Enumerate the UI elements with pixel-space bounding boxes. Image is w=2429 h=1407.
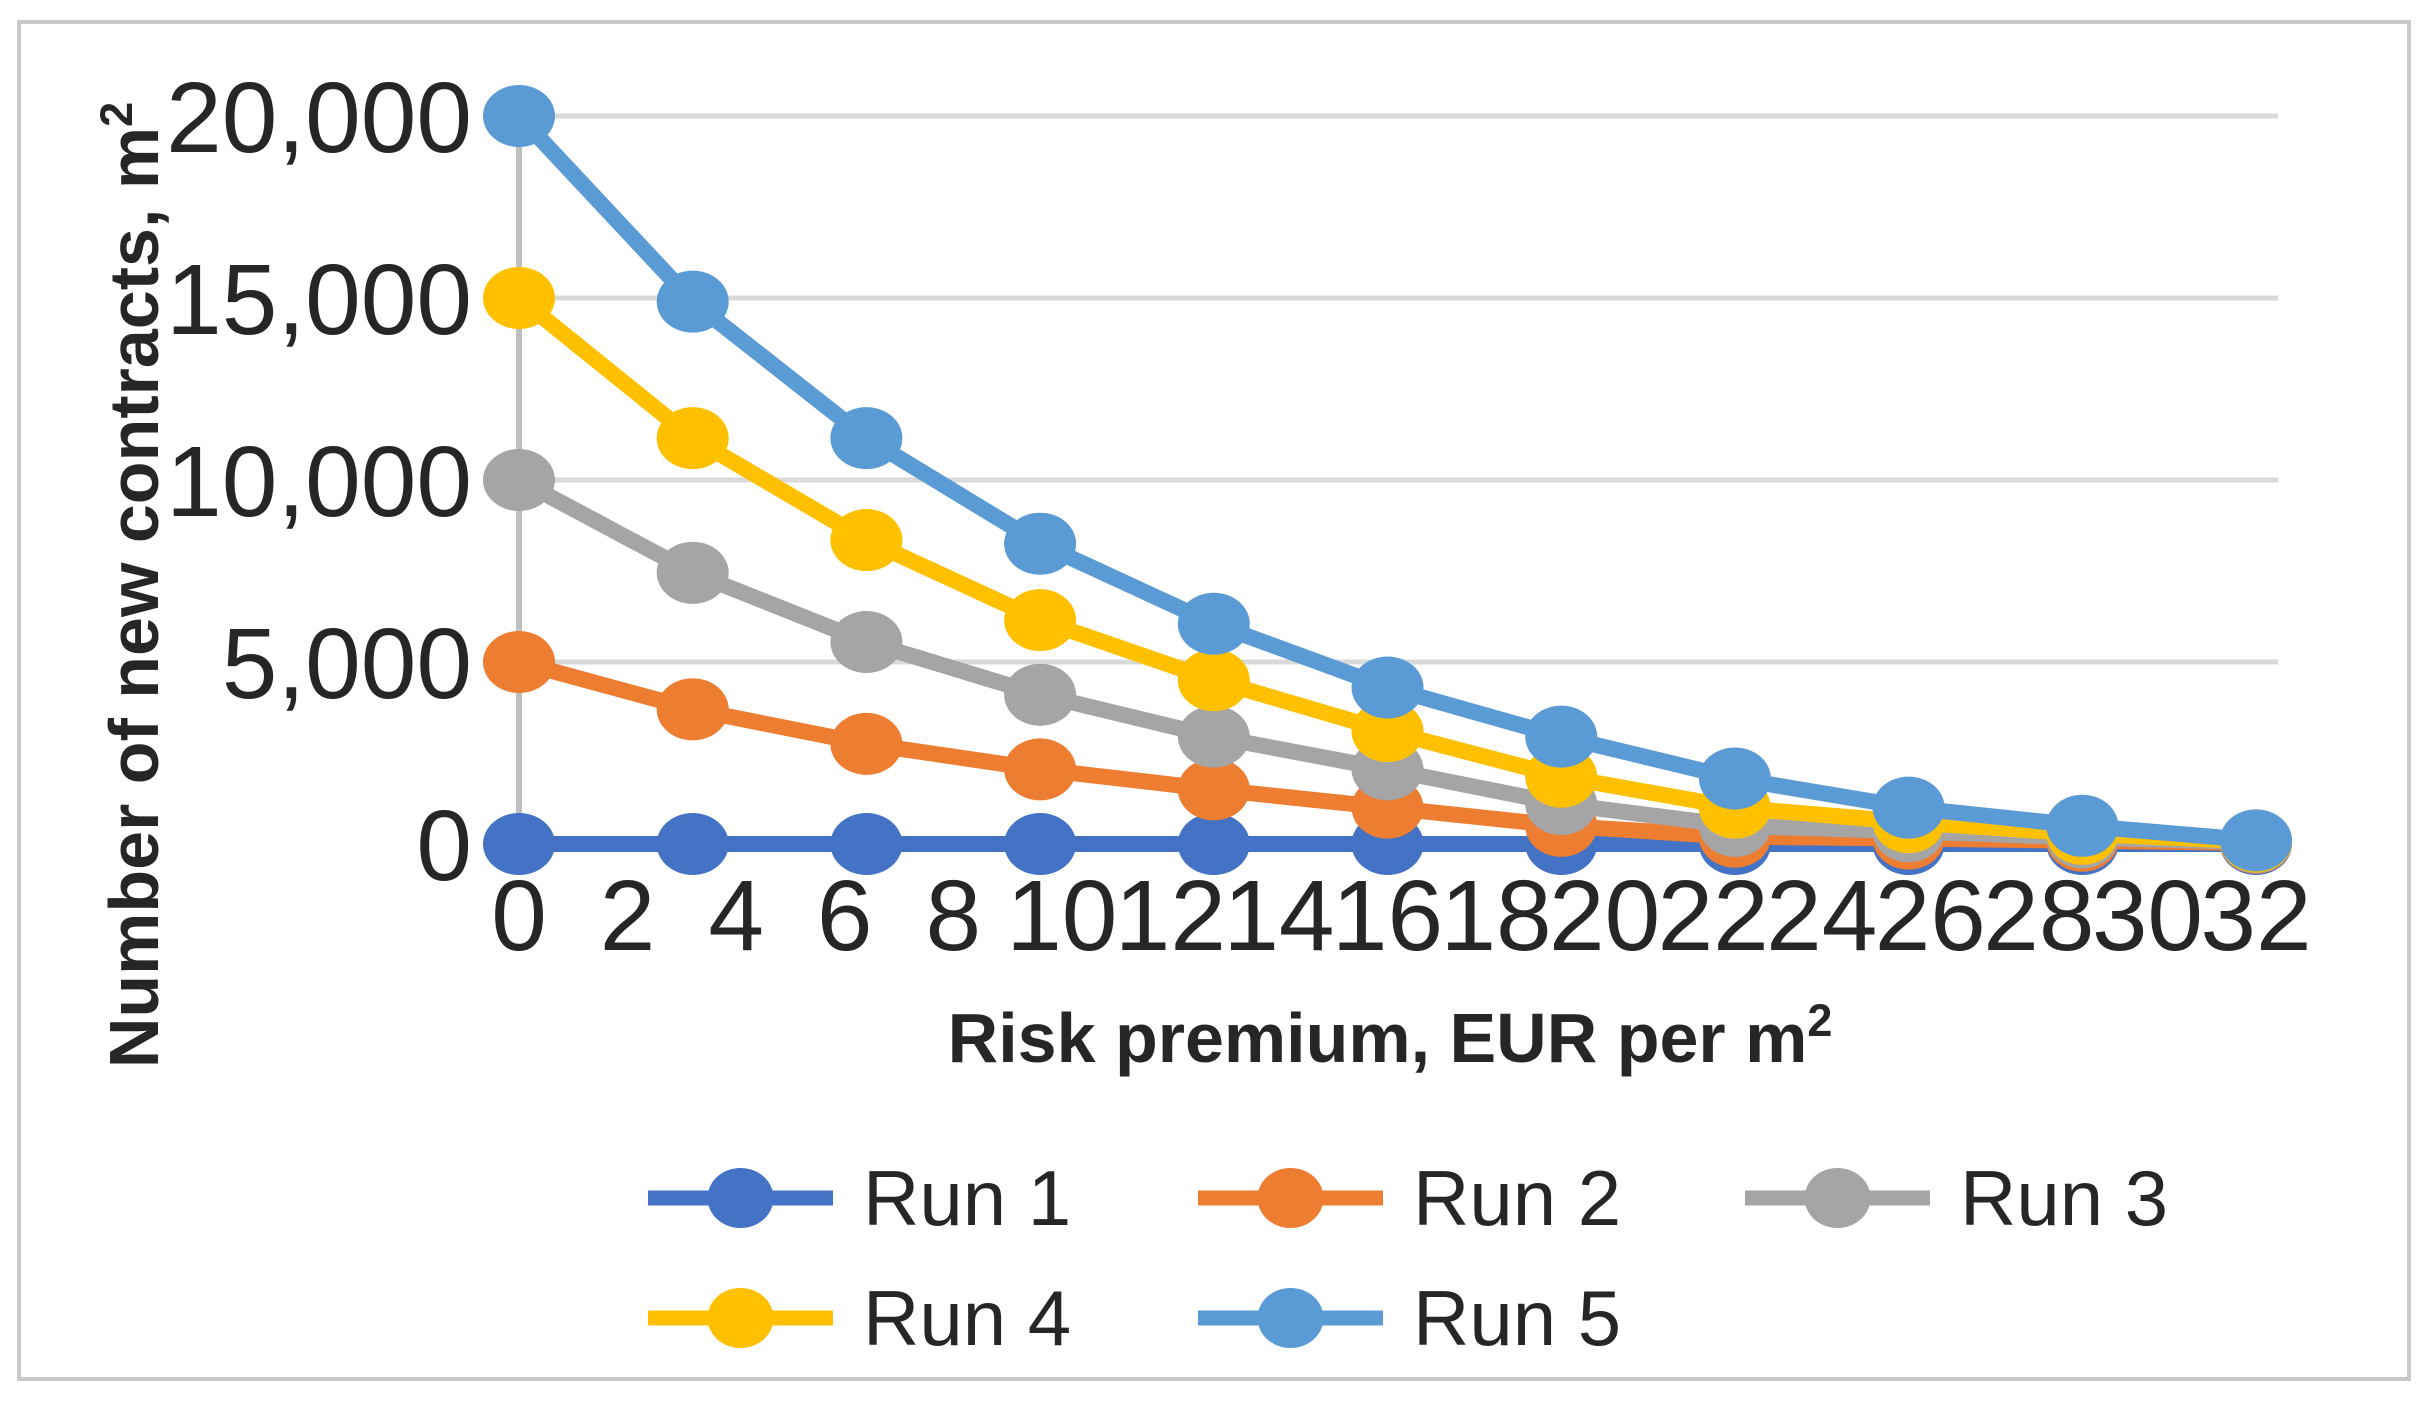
x-tick-label: 32 — [2200, 860, 2311, 972]
series-marker-run-5 — [656, 270, 729, 333]
x-tick-label: 8 — [925, 860, 981, 972]
legend-label: Run 1 — [863, 1154, 1071, 1242]
series-marker-run-4 — [483, 267, 555, 329]
series-marker-run-5 — [2046, 794, 2119, 857]
series-marker-run-5 — [1698, 747, 1771, 810]
legend-label: Run 2 — [1413, 1154, 1621, 1242]
legend-swatch-marker — [1804, 1168, 1871, 1228]
series-marker-run-3 — [830, 610, 903, 673]
x-tick-label: 26 — [1875, 860, 1986, 972]
series-marker-run-4 — [1351, 700, 1424, 763]
x-tick-label: 0 — [491, 860, 547, 972]
series-marker-run-1 — [483, 813, 555, 875]
x-tick-label: 2 — [600, 860, 656, 972]
series-marker-run-4 — [1004, 589, 1077, 652]
series-marker-run-2 — [1177, 758, 1250, 821]
y-tick-label: 10,000 — [166, 426, 472, 538]
series-marker-run-5 — [1872, 776, 1945, 839]
series-marker-run-5 — [1177, 592, 1250, 655]
x-tick-label: 4 — [708, 860, 764, 972]
series-marker-run-5 — [830, 407, 903, 470]
series-marker-run-1 — [656, 813, 729, 875]
legend-label: Run 3 — [1960, 1154, 2168, 1242]
series-marker-run-2 — [830, 712, 903, 775]
series-run-5 — [483, 85, 2292, 872]
y-tick-label: 15,000 — [166, 244, 472, 356]
y-axis-title: Number of new contracts, m2 — [91, 102, 173, 1068]
series-marker-run-3 — [483, 449, 555, 511]
legend-label: Run 5 — [1413, 1274, 1621, 1362]
series-marker-run-5 — [483, 85, 555, 147]
legend-item-run-3: Run 3 — [1745, 1154, 2168, 1242]
x-tick-label: 16 — [1332, 860, 1443, 972]
legend-item-run-2: Run 2 — [1198, 1154, 1621, 1242]
legend: Run 1 Run 2 Run 3 Run 4 Run 5 — [648, 1154, 2168, 1362]
series-marker-run-5 — [1351, 656, 1424, 719]
x-tick-label: 28 — [1983, 860, 2094, 972]
x-tick-label: 22 — [1658, 860, 1769, 972]
x-tick-label: 20 — [1549, 860, 1660, 972]
x-tick-label: 14 — [1223, 860, 1334, 972]
y-tick-label: 0 — [416, 790, 472, 902]
x-tick-label: 30 — [2092, 860, 2203, 972]
legend-label: Run 4 — [863, 1274, 1071, 1362]
series-marker-run-3 — [1004, 663, 1077, 726]
y-tick-label: 20,000 — [166, 62, 472, 174]
series-marker-run-4 — [656, 407, 729, 470]
series-marker-run-3 — [656, 541, 729, 604]
y-tick-label: 5,000 — [222, 608, 472, 720]
x-tick-label: 12 — [1115, 860, 1226, 972]
legend-swatch-marker — [1257, 1168, 1324, 1228]
legend-item-run-1: Run 1 — [648, 1154, 1071, 1242]
x-tick-label: 10 — [1006, 860, 1117, 972]
series-marker-run-5 — [1004, 512, 1077, 575]
legend-item-run-4: Run 4 — [648, 1274, 1071, 1362]
series-marker-run-4 — [830, 509, 903, 572]
series-marker-run-3 — [1177, 705, 1250, 768]
x-tick-label: 6 — [817, 860, 873, 972]
legend-swatch-marker — [1257, 1288, 1324, 1348]
y-axis-title-superscript: 2 — [91, 102, 142, 127]
series-layer — [483, 85, 2292, 875]
x-tick-label: 24 — [1766, 860, 1877, 972]
x-axis-title-superscript: 2 — [1807, 995, 1832, 1046]
x-axis-title: Risk premium, EUR per m2 — [948, 995, 1833, 1077]
series-marker-run-5 — [1525, 705, 1598, 768]
x-tick-label: 18 — [1440, 860, 1551, 972]
series-marker-run-2 — [483, 631, 555, 693]
legend-swatch-marker — [707, 1168, 774, 1228]
series-marker-run-1 — [1177, 813, 1250, 875]
series-marker-run-1 — [830, 813, 903, 875]
series-marker-run-2 — [656, 678, 729, 741]
series-marker-run-1 — [1004, 813, 1077, 875]
legend-swatch-marker — [707, 1288, 774, 1348]
legend-item-run-5: Run 5 — [1198, 1274, 1621, 1362]
series-marker-run-4 — [1177, 649, 1250, 712]
series-marker-run-2 — [1004, 738, 1077, 801]
series-marker-run-5 — [2220, 809, 2292, 872]
